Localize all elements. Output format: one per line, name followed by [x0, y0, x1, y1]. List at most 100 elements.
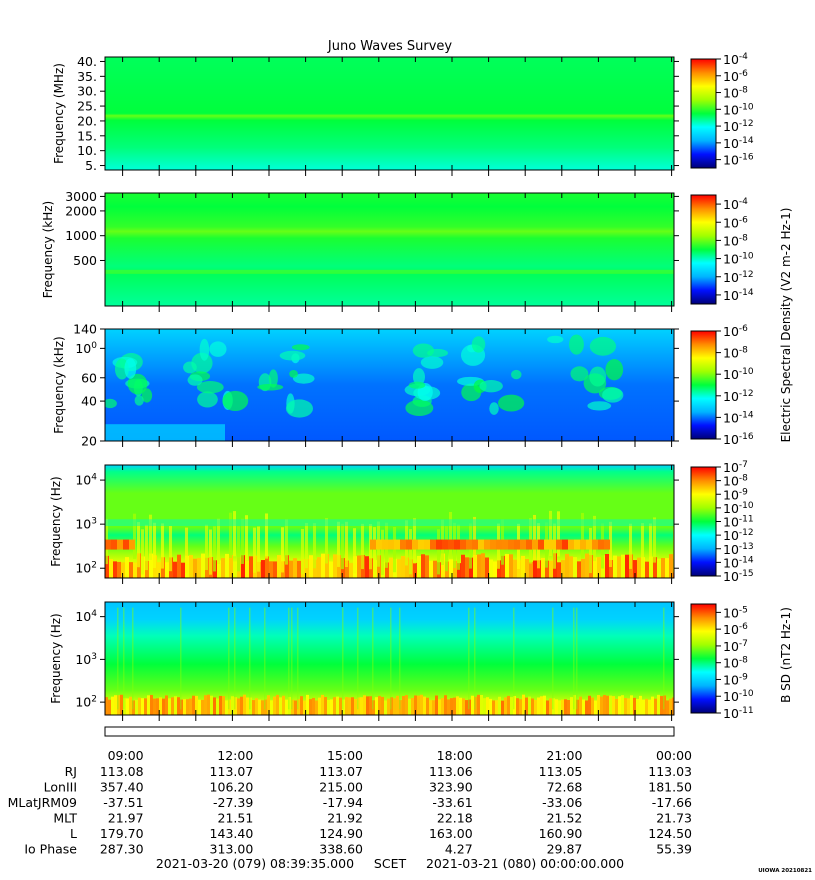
y-tick-label: 20	[81, 434, 97, 449]
colorbar-tick-label: 10-10	[723, 689, 754, 704]
spectrogram-panel-4: 104 103 102 Frequency (Hz)	[49, 464, 679, 584]
spectrogram-features	[105, 269, 674, 274]
spectrogram-panel-1: 40.35.30.25.20.15.10.5. Frequency (MHz)	[52, 54, 679, 176]
colorbar-scale	[690, 58, 717, 169]
ephemeris-value: -37.51	[103, 795, 143, 810]
colorbar-4: 10-710-810-910-1010-1110-1210-1310-1410-…	[690, 460, 754, 584]
spectrogram-background	[105, 602, 674, 715]
colorbar-tick-label: 10-14	[723, 410, 754, 425]
spectrogram-features	[105, 510, 674, 578]
ephemeris-value: 287.30	[100, 842, 144, 857]
ephemeris-value: 113.07	[319, 764, 363, 779]
ephemeris-value: -33.06	[542, 795, 582, 810]
panel-frame	[104, 328, 675, 442]
ephemeris-value: 215.00	[319, 780, 363, 795]
ephemeris-value: -17.66	[652, 795, 692, 810]
ephemeris-value: -33.61	[432, 795, 472, 810]
panel-frame	[104, 56, 675, 171]
y-tick-label: 40.	[77, 54, 97, 69]
spectrogram-features	[105, 607, 674, 715]
ephemeris-value: 357.40	[100, 780, 144, 795]
y-tick-label: 10.	[77, 143, 97, 158]
time-axis: 09:00 12:00 15:00 18:00 21:00 00:00	[104, 726, 692, 763]
scet-time-range: 2021-03-20 (079) 08:39:35.000 SCET 2021-…	[156, 856, 624, 871]
colorbar-tick-label: 10-11	[723, 706, 754, 721]
ephemeris-value: 4.27	[445, 842, 473, 857]
colorbar-tick-label: 10-15	[723, 569, 754, 584]
ephemeris-value: 124.50	[648, 826, 692, 841]
ephemeris-value: 113.05	[539, 764, 583, 779]
colorbar-tick-label: 10-13	[723, 542, 754, 557]
electric-spectral-density-label: Electric Spectral Density (V2 m-2 Hz-1)	[779, 208, 793, 443]
y-tick-label: 3000	[65, 189, 97, 204]
colorbar-tick-label: 10-10	[723, 501, 754, 516]
y-tick-label: 103	[75, 652, 97, 667]
y-tick-label: 30.	[77, 84, 97, 99]
y-tick-label: 103	[75, 517, 97, 532]
x-tick-label: 18:00	[437, 748, 473, 763]
colorbar-tick-label: 10-8	[723, 656, 748, 671]
ephemeris-value: 21.73	[656, 811, 692, 826]
ephemeris-value: 181.50	[648, 780, 692, 795]
colorbar-tick-label: 10-10	[723, 252, 754, 267]
y-axis-label: Frequency (MHz)	[52, 63, 66, 164]
y-tick-label: 104	[75, 473, 97, 488]
ephemeris-value: 113.08	[100, 764, 144, 779]
colorbar-1: 10-4 10-6 10-810-10 10-12 10-14 10-16	[690, 52, 754, 169]
ephemeris-row-label: RJ	[65, 764, 77, 779]
ephemeris-value: 21.51	[218, 811, 254, 826]
ephemeris-row-label: MLatJRM09	[8, 795, 77, 810]
ephemeris-value: 106.20	[210, 780, 254, 795]
colorbar-3: 10-6 10-8 10-10 10-12 10-14 10-16	[690, 324, 754, 447]
colorbar-tick-label: 10-12	[723, 119, 754, 134]
x-tick-label: 12:00	[217, 748, 253, 763]
x-tick-label: 21:00	[546, 748, 582, 763]
ephemeris-value: 55.39	[656, 842, 692, 857]
colorbar-tick-label: 10-4	[723, 197, 748, 212]
colorbar-scale	[690, 466, 717, 577]
time-axis-box	[104, 726, 675, 737]
y-axis-label: Frequency (Hz)	[49, 476, 63, 567]
ephemeris-value: 113.06	[429, 764, 473, 779]
colorbar-tick-label: 10-12	[723, 528, 754, 543]
colorbar-tick-label: 10-10	[723, 367, 754, 382]
colorbar-tick-label: 10-6	[723, 215, 748, 230]
colorbar-tick-label: 10-4	[723, 52, 748, 67]
ephemeris-value: 113.03	[648, 764, 692, 779]
colorbar-2: 10-4 10-6 10-8 10-10 10-12 10-14	[690, 194, 754, 305]
ephemeris-value: 163.00	[429, 826, 473, 841]
colorbar-tick-label: 10-8	[723, 346, 748, 361]
colorbar-tick-label: 10-6	[723, 622, 748, 637]
colorbar-scale	[690, 194, 717, 305]
colorbar-tick-label: 10-6	[723, 69, 748, 84]
ephemeris-row-label: MLT	[53, 811, 77, 826]
colorbar-tick-label: 10-8	[723, 474, 748, 489]
ephemeris-value: 21.92	[327, 811, 363, 826]
y-tick-label: 25.	[77, 99, 97, 114]
spectrogram-features	[105, 334, 624, 441]
colorbar-5: 10-5 10-6 10-7 10-810-9 10-10 10-11	[690, 603, 754, 721]
ephemeris-row-label: LonIII	[44, 780, 77, 795]
spectrogram-background	[105, 193, 674, 306]
y-axis-label: Frequency (kHz)	[52, 336, 66, 433]
chart-title: Juno Waves Survey	[327, 39, 453, 54]
colorbar-tick-label: 10-14	[723, 555, 754, 570]
x-tick-label: 15:00	[327, 748, 363, 763]
ephemeris-value: -27.39	[213, 795, 253, 810]
ephemeris-value: 313.00	[210, 842, 254, 857]
y-tick-label: 102	[75, 695, 97, 710]
y-tick-label: 104	[75, 609, 97, 624]
ephemeris-value: 22.18	[437, 811, 473, 826]
ephemeris-value: 160.90	[539, 826, 583, 841]
panel-frame	[104, 601, 675, 716]
colorbar-scale	[690, 330, 717, 440]
colorbar-tick-label: 10-10	[723, 102, 754, 117]
ephemeris-value: 323.90	[429, 780, 473, 795]
panel-frame	[104, 192, 675, 307]
spectrogram-panel-3: 140 100 60 40 20 Frequency (kHz)	[52, 322, 679, 449]
ephemeris-table: RJ 113.08 113.07 113.07 113.06 113.05 113.03 Lo…	[8, 764, 692, 857]
colorbar-tick-label: 10-6	[723, 324, 748, 339]
colorbar-tick-label: 10-11	[723, 515, 754, 530]
ephemeris-value: 113.07	[210, 764, 254, 779]
